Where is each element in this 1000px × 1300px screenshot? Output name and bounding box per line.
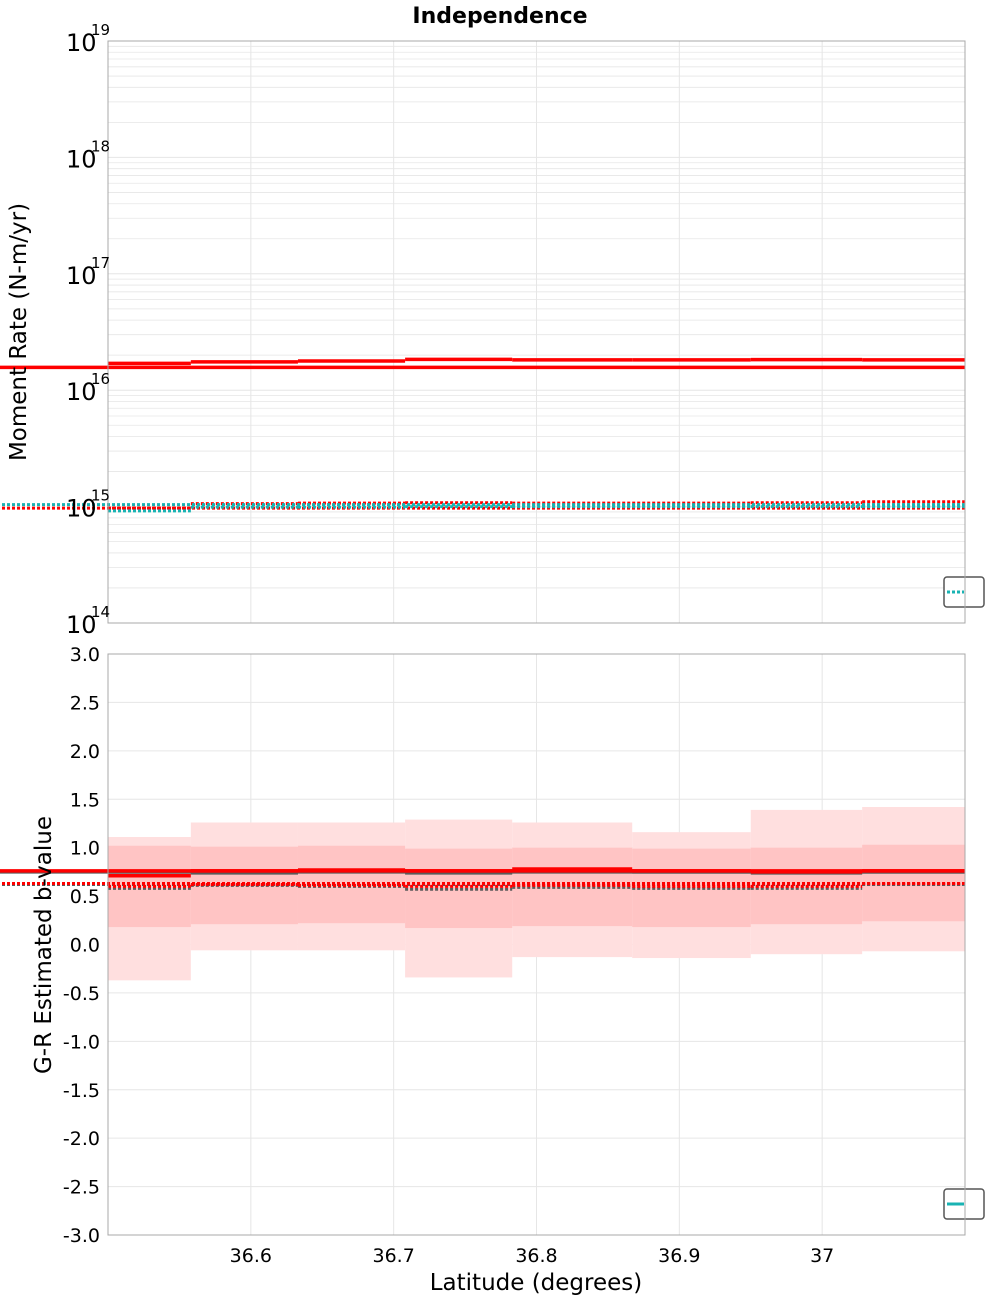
x-tick-label: 36.8 [515,1245,557,1267]
moment-rate-y-tick-exponent: 18 [91,137,110,155]
moment-rate-frame [107,40,966,624]
moment-rate-y-tick-base: 10 [66,378,97,406]
moment-rate-series-red-solid [0,357,965,370]
moment-rate-grid [108,41,965,624]
moment-rate-series-teal-dotted [0,503,965,513]
b-value-y-tick-label: -0.5 [63,983,100,1005]
b-value-y-tick-label: -2.5 [63,1177,100,1199]
b-value-y-tick-label: -1.0 [63,1031,100,1053]
b-value-bands [108,806,965,981]
b-value-series-red-dotted [0,881,965,888]
chart-title: Independence [412,4,587,29]
b-value-frame [107,653,966,1236]
b-value-series [0,867,965,891]
x-tick-label: 36.9 [658,1245,700,1267]
b-value-y-tick-label: -1.5 [63,1080,100,1102]
moment-rate-y-tick-base: 10 [66,611,97,639]
x-tick-label: 36.6 [230,1245,272,1267]
b-value-y-tick-label: 0.5 [70,886,100,908]
x-axis-label: Latitude (degrees) [430,1270,643,1296]
b-value-y-label: G-R Estimated b-value [31,816,57,1074]
moment-rate-y-tick-exponent: 16 [91,370,110,388]
moment-rate-y-tick-base: 10 [66,29,97,57]
moment-rate-y-tick-base: 10 [66,262,97,290]
moment-rate-y-tick-exponent: 14 [91,603,110,621]
x-tick-label: 37 [810,1245,834,1267]
legend-top [943,576,985,608]
b-value-y-tick-label: 1.0 [70,838,100,860]
moment-rate-y-label: Moment Rate (N-m/yr) [6,203,32,461]
moment-rate-series [0,357,965,513]
b-value-panel: 3.0 2.5 2.0 1.5 1.0 0.5 0.0 -0.5 -1.0 -1.5 -2.0 -2.… [0,644,985,1296]
b-value-band-rect [512,847,633,927]
moment-rate-y-tick-exponent: 19 [91,21,110,39]
moment-rate-y-tick-base: 10 [66,145,97,173]
moment-rate-legend [943,576,985,608]
b-value-y-tick-label: 2.0 [70,741,100,763]
b-value-y-tick-label: -2.0 [63,1128,100,1150]
b-value-legend [943,1188,985,1220]
b-value-y-tick-label: 2.5 [70,692,100,714]
b-value-series-red-solid [0,867,965,878]
b-value-y-tick-label: 3.0 [70,644,100,666]
b-value-y-ticks: 3.0 2.5 2.0 1.5 1.0 0.5 0.0 -0.5 -1.0 -1.5 -2.0 -2.… [63,644,100,1247]
moment-rate-y-tick-exponent: 17 [91,254,110,272]
moment-rate-y-tick-base: 10 [66,495,97,523]
b-value-y-tick-label: -3.0 [63,1225,100,1247]
b-value-y-tick-label: 1.5 [70,789,100,811]
b-value-band-rect [632,848,751,928]
moment-rate-y-tick-exponent: 15 [91,487,110,505]
b-value-y-tick-label: 0.0 [70,935,100,957]
x-tick-label: 36.7 [373,1245,415,1267]
legend-bottom [943,1188,985,1220]
b-value-x-ticks: 36.6 36.7 36.8 36.9 37 [230,1245,835,1267]
